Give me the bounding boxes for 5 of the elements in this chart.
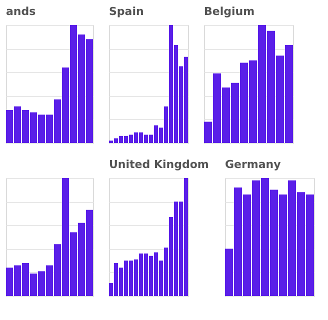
chart-title: Spain bbox=[109, 5, 144, 18]
chart-title: Belgium bbox=[204, 5, 255, 18]
chart-title: ands bbox=[6, 5, 36, 18]
chart-title: Germany bbox=[225, 158, 281, 171]
chart-title: United Kingdom bbox=[109, 158, 209, 171]
